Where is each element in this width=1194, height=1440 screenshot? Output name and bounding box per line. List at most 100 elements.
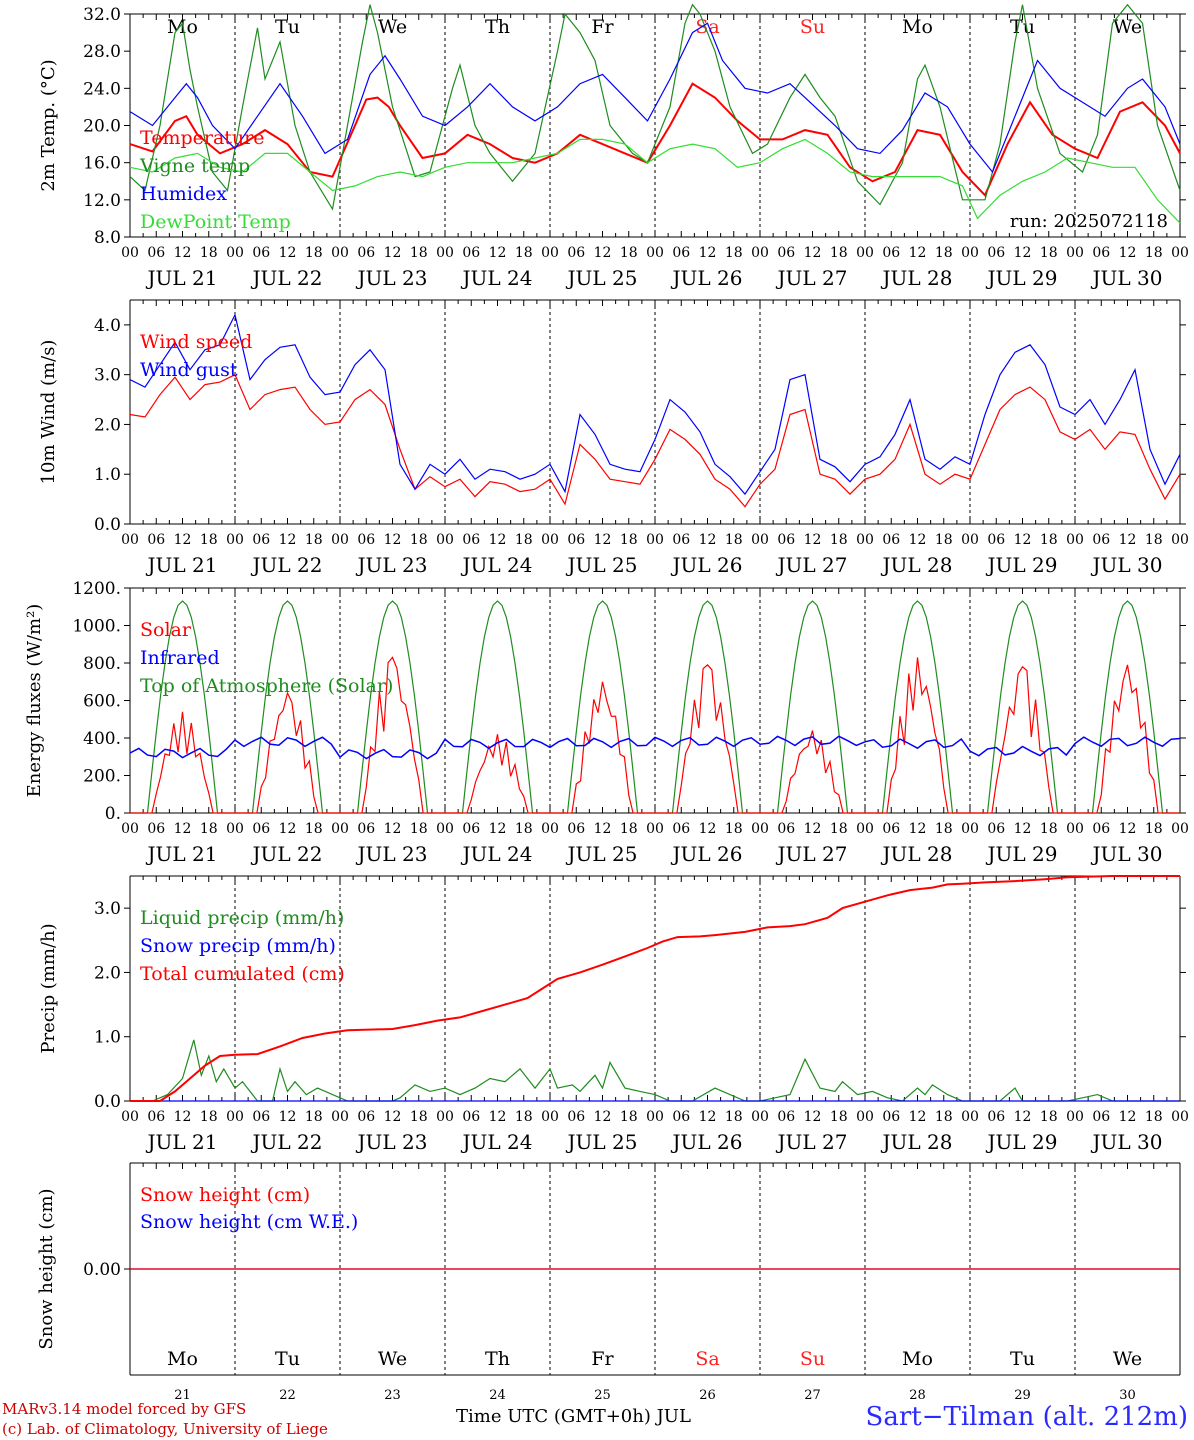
hour-tick-label: 12 bbox=[489, 532, 507, 548]
weekday-label: Mo bbox=[167, 1348, 198, 1370]
hour-tick-label: 00 bbox=[541, 821, 559, 837]
hour-tick-label: 06 bbox=[1092, 532, 1110, 548]
date-label: JUL 22 bbox=[251, 842, 323, 866]
legend-entry: Infrared bbox=[140, 647, 220, 669]
weekday-label: Su bbox=[800, 16, 825, 38]
hour-tick-label: 12 bbox=[1119, 532, 1137, 548]
hour-tick-label: 00 bbox=[121, 245, 139, 261]
panel-4: 0.0 1.0 2.0 3.0 Precip (mm/h) 00 06 12 18 00 06 12 1… bbox=[38, 875, 1189, 1154]
hour-tick-label: 18 bbox=[725, 245, 743, 261]
weekday-label: Su bbox=[800, 1348, 825, 1370]
hour-tick-label: 00 bbox=[646, 245, 664, 261]
y-tick-label: 1200. bbox=[72, 579, 121, 599]
hour-tick-label: 18 bbox=[410, 821, 428, 837]
day-number: 27 bbox=[804, 1388, 821, 1403]
hour-tick-label: 12 bbox=[174, 821, 192, 837]
series-line-solar bbox=[130, 656, 1180, 814]
hour-tick-label: 18 bbox=[725, 532, 743, 548]
hour-tick-label: 18 bbox=[200, 532, 218, 548]
series-line-infrared bbox=[129, 735, 1181, 760]
hour-tick-label: 18 bbox=[620, 532, 638, 548]
hour-tick-label: 06 bbox=[987, 821, 1005, 837]
hour-tick-label: 06 bbox=[1092, 821, 1110, 837]
hour-tick-label: 00 bbox=[1171, 821, 1189, 837]
legend-entry: Temperature bbox=[140, 127, 264, 149]
y-tick-label: 0.00 bbox=[83, 1260, 121, 1280]
hour-tick-label: 06 bbox=[462, 532, 480, 548]
hour-tick-label: 12 bbox=[909, 1109, 927, 1125]
y-tick-label: 20.0 bbox=[83, 117, 121, 137]
date-label: JUL 30 bbox=[1091, 842, 1163, 866]
date-label: JUL 29 bbox=[986, 1130, 1058, 1154]
hour-tick-label: 18 bbox=[200, 1109, 218, 1125]
y-axis-label: Precip (mm/h) bbox=[38, 923, 59, 1053]
series-line-vigne-temp bbox=[129, 3, 1181, 211]
hour-tick-label: 06 bbox=[567, 1109, 585, 1125]
date-label: JUL 21 bbox=[146, 842, 218, 866]
date-label: JUL 22 bbox=[251, 553, 323, 577]
date-label: JUL 21 bbox=[146, 266, 218, 290]
hour-tick-label: 00 bbox=[541, 1109, 559, 1125]
hour-tick-label: 18 bbox=[1145, 1109, 1163, 1125]
y-tick-label: 4.0 bbox=[94, 316, 121, 336]
hour-tick-label: 12 bbox=[279, 245, 297, 261]
hour-tick-label: 12 bbox=[279, 532, 297, 548]
y-axis-label: 2m Temp. (°C) bbox=[38, 59, 59, 191]
hour-tick-label: 12 bbox=[909, 245, 927, 261]
hour-tick-label: 12 bbox=[804, 821, 822, 837]
hour-tick-label: 00 bbox=[541, 532, 559, 548]
y-tick-label: 3.0 bbox=[94, 366, 121, 386]
date-label: JUL 29 bbox=[986, 553, 1058, 577]
hour-tick-label: 18 bbox=[725, 821, 743, 837]
hour-tick-label: 00 bbox=[961, 821, 979, 837]
hour-tick-label: 06 bbox=[357, 245, 375, 261]
weekday-label: Mo bbox=[902, 16, 933, 38]
day-number: 28 bbox=[909, 1388, 926, 1403]
y-tick-label: 400. bbox=[83, 729, 121, 749]
hour-tick-label: 06 bbox=[882, 1109, 900, 1125]
date-label: JUL 27 bbox=[776, 1130, 848, 1154]
hour-tick-label: 06 bbox=[882, 532, 900, 548]
date-label: JUL 28 bbox=[881, 842, 953, 866]
hour-tick-label: 00 bbox=[961, 1109, 979, 1125]
hour-tick-label: 00 bbox=[541, 245, 559, 261]
hour-tick-label: 06 bbox=[672, 1109, 690, 1125]
hour-tick-label: 06 bbox=[672, 532, 690, 548]
weekday-label: We bbox=[1113, 16, 1142, 38]
date-label: JUL 24 bbox=[461, 553, 533, 577]
hour-tick-label: 00 bbox=[751, 245, 769, 261]
hour-tick-label: 12 bbox=[804, 532, 822, 548]
day-number: 30 bbox=[1119, 1388, 1136, 1403]
date-label: JUL 26 bbox=[671, 266, 743, 290]
hour-tick-label: 12 bbox=[699, 1109, 717, 1125]
hour-tick-label: 18 bbox=[1145, 245, 1163, 261]
credit-line-2: (c) Lab. of Climatology, University of L… bbox=[2, 1420, 328, 1438]
hour-tick-label: 06 bbox=[147, 532, 165, 548]
hour-tick-label: 06 bbox=[987, 1109, 1005, 1125]
run-label: run: 2025072118 bbox=[1010, 211, 1168, 232]
date-label: JUL 22 bbox=[251, 1130, 323, 1154]
hour-tick-label: 06 bbox=[777, 821, 795, 837]
panel-2: 0.0 1.0 2.0 3.0 4.0 10m Wind (m/s) 00 06 12 18 00 0… bbox=[38, 299, 1189, 577]
series-line-wind-gust bbox=[129, 313, 1181, 496]
hour-tick-label: 00 bbox=[751, 1109, 769, 1125]
y-tick-label: 8.0 bbox=[94, 228, 121, 248]
hour-tick-label: 06 bbox=[777, 245, 795, 261]
panel-1: 8.0 12.0 16.0 20.0 24.0 28.0 32.0 2m Temp. (°C)… bbox=[38, 5, 1189, 290]
hour-tick-label: 06 bbox=[567, 532, 585, 548]
hour-tick-label: 00 bbox=[121, 532, 139, 548]
hour-tick-label: 18 bbox=[515, 532, 533, 548]
hour-tick-label: 12 bbox=[909, 821, 927, 837]
date-label: JUL 29 bbox=[986, 842, 1058, 866]
hour-tick-label: 06 bbox=[252, 245, 270, 261]
hour-tick-label: 06 bbox=[252, 532, 270, 548]
hour-tick-label: 18 bbox=[935, 532, 953, 548]
day-number: 26 bbox=[699, 1388, 716, 1403]
hour-tick-label: 06 bbox=[1092, 245, 1110, 261]
hour-tick-label: 00 bbox=[436, 1109, 454, 1125]
weekday-label: Sa bbox=[695, 16, 719, 38]
hour-tick-label: 18 bbox=[410, 245, 428, 261]
hour-tick-label: 00 bbox=[856, 532, 874, 548]
hour-tick-label: 18 bbox=[935, 821, 953, 837]
